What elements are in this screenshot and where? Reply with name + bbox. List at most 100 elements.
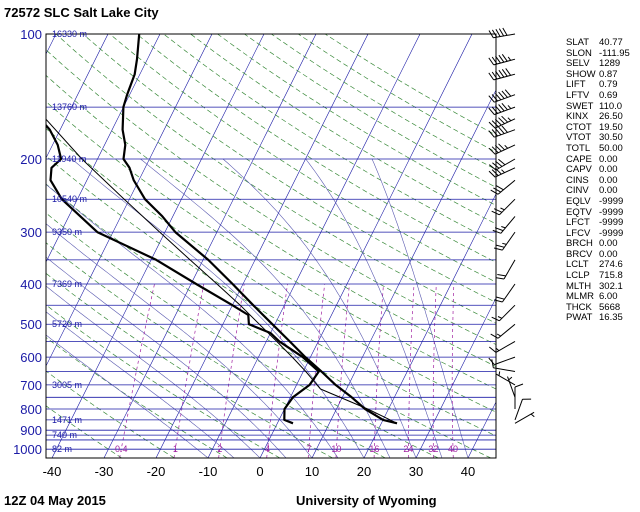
wind-barb-flag [498,126,505,134]
wind-barb-staff [499,198,516,216]
index-row: VTOT 30.50 [566,133,638,144]
wind-barb-half-flag [500,207,505,211]
index-row: LFCV -9999 [566,228,638,240]
mixing-ratio-label: 10 [331,444,341,454]
mixing-ratio-line [307,283,326,458]
index-key: PWAT [566,312,593,324]
index-value: 6.00 [599,291,618,303]
index-key: KINX [566,111,589,123]
temperature-tick-label: -30 [95,464,114,479]
wind-barb-flag [495,185,504,191]
wind-barb-flag [490,333,499,339]
index-row: CINS 0.00 [566,174,638,187]
wind-barb-flag [488,147,496,155]
index-row: CINV 0.00 [566,186,638,197]
wind-barb-flag [493,187,502,193]
wind-barb-half-flag [501,169,505,174]
wind-barb [488,158,516,171]
height-label: 7369 m [52,279,82,289]
wind-barb-staff [499,304,516,322]
pressure-tick-label: 800 [20,402,42,417]
wind-barb [491,304,516,322]
index-row: LFTV 0.69 [566,89,638,102]
wind-barb-flag [495,28,501,37]
wind-barb-flag [491,56,498,65]
index-row: CTOT 19.50 [566,121,638,134]
mixing-ratio-line [218,283,245,458]
index-row: TOTL 50.00 [566,143,638,155]
index-value: 26.50 [599,111,623,123]
wind-barb-staff [494,106,516,116]
index-key: MLMR [566,291,594,303]
index-key: BRCV [566,248,593,260]
mixing-ratio-line [495,284,496,311]
mixing-ratio-label: 24 [403,444,413,454]
wind-barb-flag [494,105,502,113]
wind-barb-flag [493,208,503,213]
wind-barb-flag [494,118,502,126]
wind-barb-flag [488,170,496,178]
wind-barb-flag [498,28,505,37]
wind-barb-flag [491,129,498,137]
index-row: SLAT 40.77 [566,37,638,49]
height-label: 13760 m [52,102,87,112]
moist-adiabat [46,183,339,458]
index-key: SHOW [566,68,596,80]
height-label: 740 m [52,430,77,440]
index-key: CAPE [566,153,592,165]
index-value: 0.87 [599,68,618,80]
index-key: LIFT [566,79,586,91]
wind-barb-flag [498,54,505,63]
dry-adiabat [46,212,439,458]
wind-barb [488,115,516,129]
index-key: EQLV [566,195,591,207]
wind-barb-flag [501,102,508,111]
wind-barb-flag [491,29,498,38]
wind-barb-flag [491,316,500,322]
index-key: LFTV [566,89,590,101]
dry-adiabat [46,336,228,458]
wind-barb-flag [488,130,495,138]
index-row: LIFT 0.79 [566,80,638,91]
index-value: 0.00 [599,238,618,250]
wind-barb [490,179,516,195]
wind-barb-half-flag [501,226,506,229]
wind-barb-flag [501,115,509,123]
index-row: MLTH 302.1 [566,281,638,293]
mixing-ratio-line [373,283,384,458]
index-value: 0.79 [599,79,618,91]
wind-barb [490,323,516,339]
moist-adiabat [46,334,209,458]
index-key: SLAT [566,37,590,48]
wind-barb-flag [488,30,494,39]
index-value: 19.50 [599,121,623,133]
wind-barb [514,383,524,409]
wind-barb-staff [494,144,516,155]
mixing-ratio-line [432,283,437,458]
wind-barb-flag [493,299,503,303]
moist-adiabat [371,158,469,458]
wind-barb-flag [488,72,495,81]
wind-barb-half-flag [530,413,535,418]
index-row: EQTV -9999 [566,207,638,219]
mixing-ratio-label: 7 [306,444,311,454]
pressure-tick-label: 1000 [13,442,42,457]
wind-barb-half-flag [502,242,507,245]
wind-barb-half-flag [507,105,512,109]
isotherm-line [103,34,317,458]
mixing-ratio-label: 2 [217,444,222,454]
index-key: SWET [566,100,594,112]
wind-barb-staff [507,376,516,398]
index-value: 0.00 [599,153,618,165]
index-value: 0.00 [599,185,618,197]
wind-barb-flag [491,210,500,216]
index-key: CAPV [566,164,592,176]
pressure-tick-label: 200 [20,152,42,167]
wind-barb-flag [492,229,502,234]
index-value: 0.00 [599,248,618,260]
wind-barb-flag [502,27,508,36]
index-value: 0.00 [599,174,618,186]
isotherm-line [51,34,265,458]
mixing-ratio-label: 4 [265,444,270,454]
wind-barb-staff [501,283,516,303]
